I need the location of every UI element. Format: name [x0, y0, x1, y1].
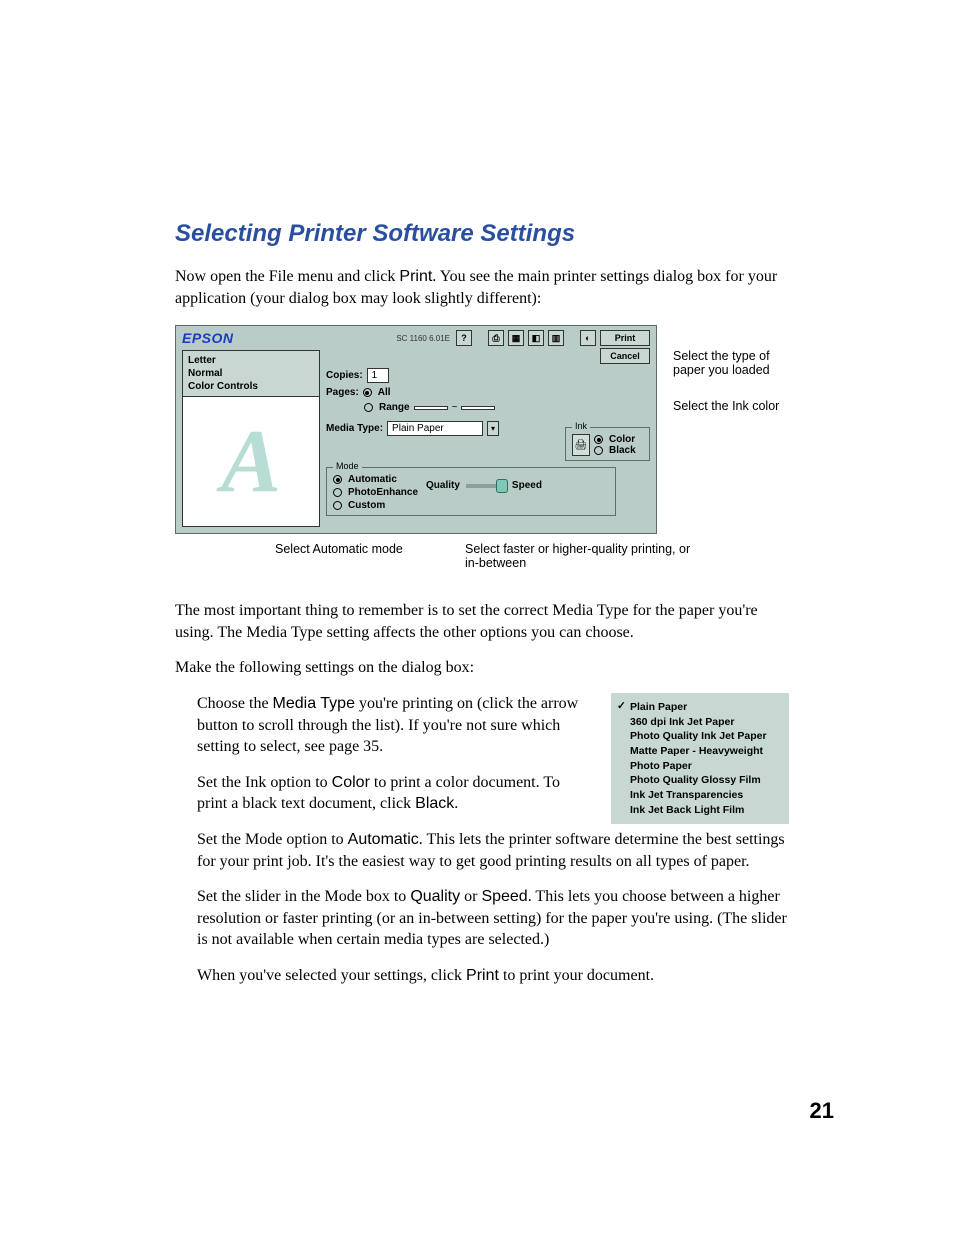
mode-auto-label: Automatic [348, 474, 397, 485]
text: Letter [188, 354, 314, 367]
side-callouts: Select the type of paper you loaded Sele… [673, 325, 788, 435]
preview-glyph: A [221, 417, 281, 507]
ink-icon: 🖨 [572, 434, 590, 456]
radio-mode-pe[interactable] [333, 488, 342, 497]
mode-custom-label: Custom [348, 500, 385, 511]
ink-group: Ink 🖨 Color Black [565, 427, 650, 461]
pages-all-label: All [378, 387, 391, 398]
media-type-keyword: Media Type [273, 695, 355, 712]
step-1: Choose the Media Type you're printing on… [197, 693, 593, 758]
step-2: Set the Ink option to Color to print a c… [197, 772, 593, 815]
print-keyword: Print [399, 268, 432, 285]
range-from[interactable] [414, 406, 448, 410]
media-list-item: Matte Paper - Heavyweight [616, 744, 782, 759]
mode-pe-label: PhotoEnhance [348, 487, 418, 498]
toolbar-icon[interactable]: ▥ [548, 330, 564, 346]
media-list-item: Photo Quality Glossy Film [616, 773, 782, 788]
speed-keyword: Speed [481, 888, 527, 905]
media-list-item: Photo Paper [616, 759, 782, 774]
ink-black-label: Black [609, 445, 636, 456]
toolbar-icon[interactable]: ⎙ [488, 330, 504, 346]
media-list-item: Plain Paper [616, 700, 782, 715]
callout-auto: Select Automatic mode [275, 542, 475, 570]
media-type-list: Plain Paper 360 dpi Ink Jet Paper Photo … [611, 693, 789, 825]
radio-ink-color[interactable] [594, 435, 603, 444]
mode-group: Mode Automatic PhotoEnhance Custom Quali… [326, 467, 616, 516]
text: Set the slider in the Mode box to [197, 888, 410, 905]
automatic-keyword: Automatic [348, 831, 419, 848]
cancel-button[interactable]: Cancel [600, 348, 650, 364]
radio-mode-auto[interactable] [333, 475, 342, 484]
media-list-item: Ink Jet Back Light Film [616, 803, 782, 818]
text: Now open the File menu and click [175, 268, 399, 285]
preview-meta: Letter Normal Color Controls [182, 350, 320, 397]
ink-color-label: Color [609, 434, 635, 445]
media-list-item: 360 dpi Ink Jet Paper [616, 715, 782, 730]
callout-slider: Select faster or higher-quality printing… [465, 542, 705, 570]
text: Color Controls [188, 380, 314, 393]
toolbar-icon[interactable]: ◐ [580, 330, 596, 346]
print-dialog: EPSON SC 1160 6.01E ? ⎙ ▦ ◧ ▥ ◐ Print Le… [175, 325, 657, 534]
paragraph-make: Make the following settings on the dialo… [175, 657, 789, 679]
step-5: When you've selected your settings, clic… [197, 965, 789, 987]
callout-ink: Select the Ink color [673, 399, 788, 413]
epson-logo: EPSON [182, 330, 234, 346]
below-callouts: Select Automatic mode Select faster or h… [175, 542, 789, 570]
step-4: Set the slider in the Mode box to Qualit… [197, 886, 789, 951]
ink-title: Ink [572, 421, 590, 431]
range-to[interactable] [461, 406, 495, 410]
text: . [454, 795, 458, 812]
paragraph-media: The most important thing to remember is … [175, 600, 789, 643]
pages-label: Pages: [326, 387, 359, 398]
text: to print your document. [499, 967, 654, 984]
version-text: SC 1160 6.01E [396, 334, 450, 343]
range-sep: ~ [452, 402, 458, 413]
text: Normal [188, 367, 314, 380]
help-button[interactable]: ? [456, 330, 472, 346]
radio-ink-black[interactable] [594, 446, 603, 455]
print-keyword: Print [466, 967, 499, 984]
intro-paragraph: Now open the File menu and click Print. … [175, 266, 789, 309]
text: Set the Ink option to [197, 774, 332, 791]
copies-field[interactable]: 1 [367, 368, 389, 383]
mode-title: Mode [333, 461, 362, 471]
page-number: 21 [810, 1098, 834, 1124]
radio-all[interactable] [363, 388, 372, 397]
media-type-field[interactable]: Plain Paper [387, 421, 483, 436]
black-keyword: Black [415, 795, 454, 812]
section-heading: Selecting Printer Software Settings [175, 220, 789, 248]
radio-mode-custom[interactable] [333, 501, 342, 510]
text: Choose the [197, 695, 273, 712]
text: Set the Mode option to [197, 831, 348, 848]
media-dropdown-icon[interactable]: ▾ [487, 421, 499, 436]
media-list-item: Ink Jet Transparencies [616, 788, 782, 803]
media-list-item: Photo Quality Ink Jet Paper [616, 729, 782, 744]
dialog-titlebar: EPSON SC 1160 6.01E ? ⎙ ▦ ◧ ▥ ◐ Print [176, 326, 656, 350]
color-keyword: Color [332, 774, 370, 791]
pages-range-label: Range [379, 402, 410, 413]
toolbar-icon[interactable]: ◧ [528, 330, 544, 346]
quality-label: Quality [426, 480, 460, 491]
quality-keyword: Quality [410, 888, 460, 905]
text: When you've selected your settings, clic… [197, 967, 466, 984]
text: or [460, 888, 481, 905]
copies-label: Copies: [326, 370, 363, 381]
dialog-figure: EPSON SC 1160 6.01E ? ⎙ ▦ ◧ ▥ ◐ Print Le… [175, 325, 789, 534]
step-3: Set the Mode option to Automatic. This l… [197, 829, 789, 872]
quality-speed-slider[interactable] [466, 484, 506, 488]
radio-range[interactable] [364, 403, 373, 412]
print-button[interactable]: Print [600, 330, 650, 346]
media-type-label: Media Type: [326, 423, 383, 434]
preview-box: A [182, 397, 320, 527]
callout-paper: Select the type of paper you loaded [673, 349, 788, 377]
toolbar-icon[interactable]: ▦ [508, 330, 524, 346]
speed-label: Speed [512, 480, 542, 491]
